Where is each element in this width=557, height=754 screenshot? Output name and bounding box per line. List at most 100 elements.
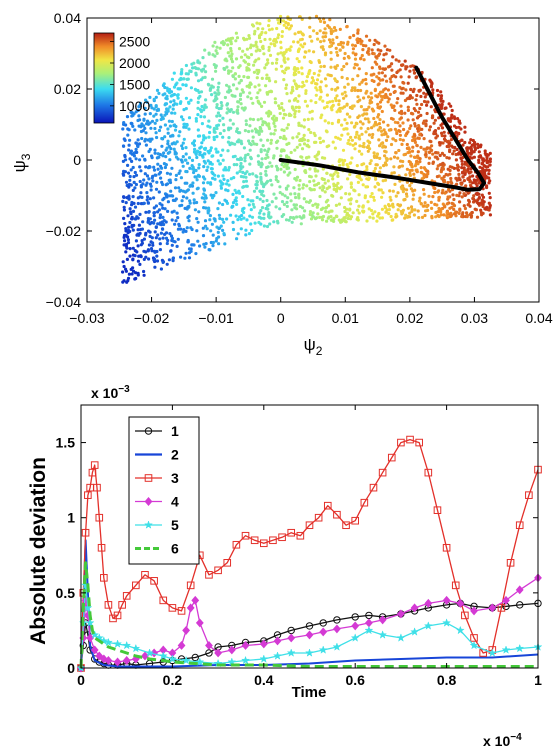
scatter-point (334, 46, 338, 51)
scatter-point (272, 220, 276, 224)
scatter-point (419, 202, 423, 206)
scatter-point (481, 158, 485, 162)
scatter-point (256, 27, 260, 31)
scatter-point (351, 43, 355, 47)
scatter-point (412, 136, 417, 140)
scatter-point (155, 108, 159, 112)
scatter-point (230, 36, 235, 40)
scatter-point (400, 164, 404, 168)
scatter-point (251, 44, 256, 48)
scatter-point (425, 147, 429, 151)
scatter-point (243, 156, 247, 160)
scatter-point (233, 198, 237, 202)
scatter-point (337, 42, 341, 47)
scatter-point (234, 39, 238, 43)
scatter-point (244, 119, 248, 123)
scatter-point (194, 175, 198, 179)
scatter-point (314, 100, 318, 105)
scatter-point (391, 55, 395, 59)
scatter-point (366, 200, 370, 204)
scatter-point (399, 75, 403, 79)
scatter-point (394, 215, 398, 219)
scatter-point (134, 239, 138, 243)
scatter-point (164, 220, 168, 224)
scatter-point (297, 132, 301, 136)
scatter-point (132, 180, 136, 184)
scatter-point (456, 168, 460, 172)
scatter-point (447, 119, 451, 123)
scatter-point (437, 198, 441, 202)
scatter-point (229, 57, 234, 61)
scatter-point (335, 64, 339, 68)
scatter-point (378, 105, 383, 109)
scatter-point (370, 135, 374, 139)
scatter-point (169, 189, 173, 193)
scatter-point (330, 121, 334, 126)
scatter-point (262, 216, 266, 220)
series-marker (158, 651, 168, 660)
scatter-point (424, 124, 428, 128)
scatter-point (413, 122, 417, 126)
scatter-point (372, 109, 376, 113)
scatter-point (301, 45, 305, 49)
scatter-point (282, 170, 286, 174)
scatter-point (477, 181, 481, 185)
scatter-point (416, 110, 421, 114)
scatter-point (295, 86, 299, 91)
scatter-point (272, 192, 276, 196)
scatter-point (140, 195, 144, 199)
scatter-point (204, 224, 208, 228)
y-tick-label: 0 (73, 152, 81, 168)
scatter-point (427, 146, 431, 150)
scatter-point (388, 77, 392, 81)
scatter-point (236, 100, 240, 104)
scatter-point (321, 184, 325, 188)
scatter-point (163, 85, 167, 90)
scatter-point (266, 58, 270, 62)
series-marker (122, 640, 132, 650)
scatter-point (413, 134, 417, 138)
scatter-point (362, 58, 366, 62)
scatter-point (390, 68, 394, 72)
scatter-point (458, 200, 462, 204)
scatter-point (427, 156, 432, 160)
scatter-point (229, 46, 233, 51)
scatter-point (304, 89, 308, 93)
scatter-point (373, 166, 377, 171)
scatter-point (214, 49, 218, 53)
scatter-point (406, 130, 410, 134)
scatter-point (169, 134, 173, 138)
scatter-point (370, 48, 374, 52)
scatter-point (219, 184, 223, 188)
scatter-point (323, 77, 328, 81)
scatter-point (176, 216, 180, 220)
scatter-point (282, 108, 286, 112)
scatter-point (163, 123, 167, 127)
scatter-point (229, 40, 233, 44)
scatter-point (294, 105, 298, 109)
scatter-point (133, 205, 138, 209)
scatter-point (376, 115, 380, 119)
scatter-point (347, 214, 351, 218)
scatter-point (431, 152, 435, 156)
scatter-point (129, 121, 133, 125)
scatter-point (229, 69, 233, 73)
scatter-point (339, 185, 343, 189)
scatter-point (252, 142, 256, 146)
scatter-point (236, 131, 240, 135)
scatter-point (193, 147, 197, 151)
scatter-point (418, 157, 422, 161)
scatter-point (280, 200, 285, 204)
scatter-point (396, 121, 400, 125)
scatter-point (198, 134, 202, 138)
scatter-point (242, 185, 246, 189)
scatter-point (401, 121, 405, 125)
scatter-point (297, 187, 301, 191)
scatter-point (292, 203, 296, 207)
scatter-point (322, 177, 326, 182)
scatter-point (274, 175, 278, 179)
scatter-point (249, 96, 253, 101)
scatter-point (437, 126, 441, 130)
scatter-point (461, 171, 465, 175)
scatter-point (334, 66, 338, 70)
